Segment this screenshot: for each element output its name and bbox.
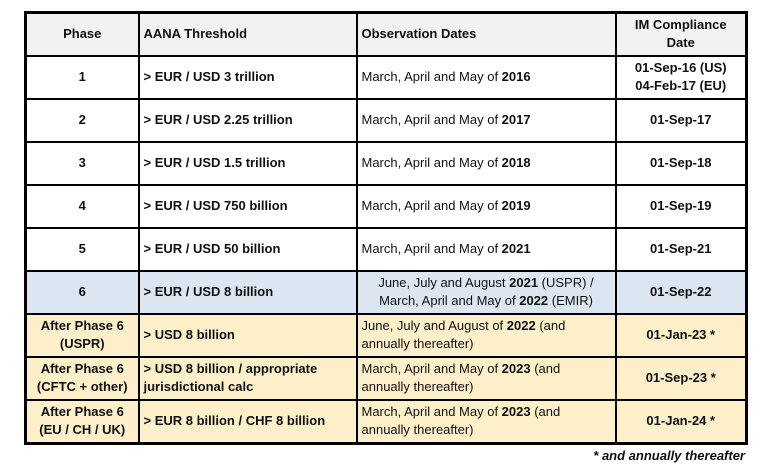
observation-year: 2017: [501, 112, 531, 128]
phase-cell: 4: [24, 183, 140, 229]
observation-dates-cell: March, April and May of 2018: [355, 140, 617, 186]
table-header-row: Phase AANA Threshold Observation Dates I…: [24, 11, 748, 57]
phase-cell: 6: [24, 269, 140, 315]
observation-text: annually thereafter): [361, 336, 474, 352]
observation-dates-cell: March, April and May of 2019: [355, 183, 617, 229]
observation-text: June, July and August of: [361, 317, 507, 333]
im-compliance-date-cell: 01-Sep-16 (US) 04-Feb-17 (EU): [614, 54, 748, 100]
observation-text: annually thereafter): [361, 379, 474, 395]
im-compliance-date-cell: 01-Sep-18: [614, 140, 748, 186]
header-im-compliance-date: IM Compliance Date: [614, 11, 748, 57]
phase-cell: After Phase 6 (USPR): [24, 312, 140, 358]
aana-threshold-cell: > EUR / USD 2.25 trillion: [137, 97, 358, 143]
im-compliance-date-cell: 01-Sep-21: [614, 226, 748, 272]
observation-dates-cell: March, April and May of 2016: [355, 54, 617, 100]
observation-text: (and: [535, 317, 566, 333]
observation-text: (and: [530, 403, 561, 419]
observation-text: March, April and May of: [361, 69, 502, 85]
observation-dates-cell: March, April and May of 2021: [355, 226, 617, 272]
observation-year: 2016: [501, 69, 531, 85]
header-phase: Phase: [24, 11, 140, 57]
observation-year: 2023: [501, 403, 531, 419]
observation-text: March, April and May of: [361, 403, 502, 419]
table-header: Phase AANA Threshold Observation Dates I…: [24, 11, 748, 57]
observation-text: March, April and May of: [361, 112, 502, 128]
aana-threshold-cell: > EUR / USD 1.5 trillion: [137, 140, 358, 186]
table-row: After Phase 6 (CFTC + other) > USD 8 billi…: [24, 355, 748, 401]
table-row: 4 > EUR / USD 750 billion March, April and…: [24, 183, 748, 229]
observation-year: 2019: [501, 198, 531, 214]
im-compliance-date-cell: 01-Sep-17: [614, 97, 748, 143]
im-compliance-date-cell: 01-Jan-23 *: [614, 312, 748, 358]
observation-year: 2022: [506, 317, 536, 333]
observation-year: 2022: [519, 293, 549, 309]
phase-cell: After Phase 6 (EU / CH / UK): [24, 398, 140, 445]
aana-threshold-cell: > USD 8 billion: [137, 312, 358, 358]
observation-text: annually thereafter): [361, 422, 474, 438]
aana-threshold-cell: > USD 8 billion / appropriate jurisdicti…: [137, 355, 358, 401]
table-row: 1 > EUR / USD 3 trillion March, April and …: [24, 54, 748, 100]
table-row: After Phase 6 (EU / CH / UK) > EUR 8 billi…: [24, 398, 748, 445]
im-compliance-date-cell: 01-Sep-22: [614, 269, 748, 315]
header-observation-dates: Observation Dates: [355, 11, 617, 57]
observation-dates-cell: March, April and May of 2017: [355, 97, 617, 143]
header-aana-threshold: AANA Threshold: [137, 11, 358, 57]
phase-cell: 3: [24, 140, 140, 186]
observation-text: June, July and August: [378, 274, 510, 290]
observation-dates-cell: March, April and May of 2023 (and annuall…: [355, 355, 617, 401]
table-row: 2 > EUR / USD 2.25 trillion March, April a…: [24, 97, 748, 143]
aana-threshold-cell: > EUR / USD 3 trillion: [137, 54, 358, 100]
phase-cell: 1: [24, 54, 140, 100]
observation-text: (USPR) /: [538, 274, 594, 290]
im-compliance-date-cell: 01-Jan-24 *: [614, 398, 748, 445]
footnote: * and annually thereafter: [593, 448, 745, 463]
observation-text: March, April and May of: [361, 241, 502, 257]
phase-cell: 2: [24, 97, 140, 143]
aana-threshold-cell: > EUR / USD 8 billion: [137, 269, 358, 315]
observation-text: (EMIR): [548, 293, 593, 309]
aana-threshold-cell: > EUR / USD 50 billion: [137, 226, 358, 272]
im-compliance-date-cell: 01-Sep-23 *: [614, 355, 748, 401]
observation-dates-cell: June, July and August 2021 (USPR) / March…: [355, 269, 617, 315]
aana-threshold-cell: > EUR / USD 750 billion: [137, 183, 358, 229]
observation-text: March, April and May of: [361, 155, 502, 171]
table-row: 5 > EUR / USD 50 billion March, April and …: [24, 226, 748, 272]
table-row: 6 > EUR / USD 8 billion June, July and Aug…: [24, 269, 748, 315]
observation-text: March, April and May of: [361, 198, 502, 214]
table-row: 3 > EUR / USD 1.5 trillion March, April an…: [24, 140, 748, 186]
im-compliance-date-cell: 01-Sep-19: [614, 183, 748, 229]
table-body: 1 > EUR / USD 3 trillion March, April and …: [24, 54, 748, 445]
phase-cell: After Phase 6 (CFTC + other): [24, 355, 140, 401]
observation-year: 2021: [501, 241, 531, 257]
im-compliance-table: Phase AANA Threshold Observation Dates I…: [24, 11, 748, 445]
observation-text: March, April and May of: [379, 293, 520, 309]
observation-year: 2021: [509, 274, 539, 290]
observation-dates-cell: June, July and August of 2022 (and annual…: [355, 312, 617, 358]
observation-dates-cell: March, April and May of 2023 (and annuall…: [355, 398, 617, 445]
aana-threshold-cell: > EUR 8 billion / CHF 8 billion: [137, 398, 358, 445]
table-row: After Phase 6 (USPR) > USD 8 billion June, …: [24, 312, 748, 358]
observation-text: (and: [530, 360, 561, 376]
observation-year: 2018: [501, 155, 531, 171]
observation-text: March, April and May of: [361, 360, 502, 376]
phase-cell: 5: [24, 226, 140, 272]
observation-year: 2023: [501, 360, 531, 376]
